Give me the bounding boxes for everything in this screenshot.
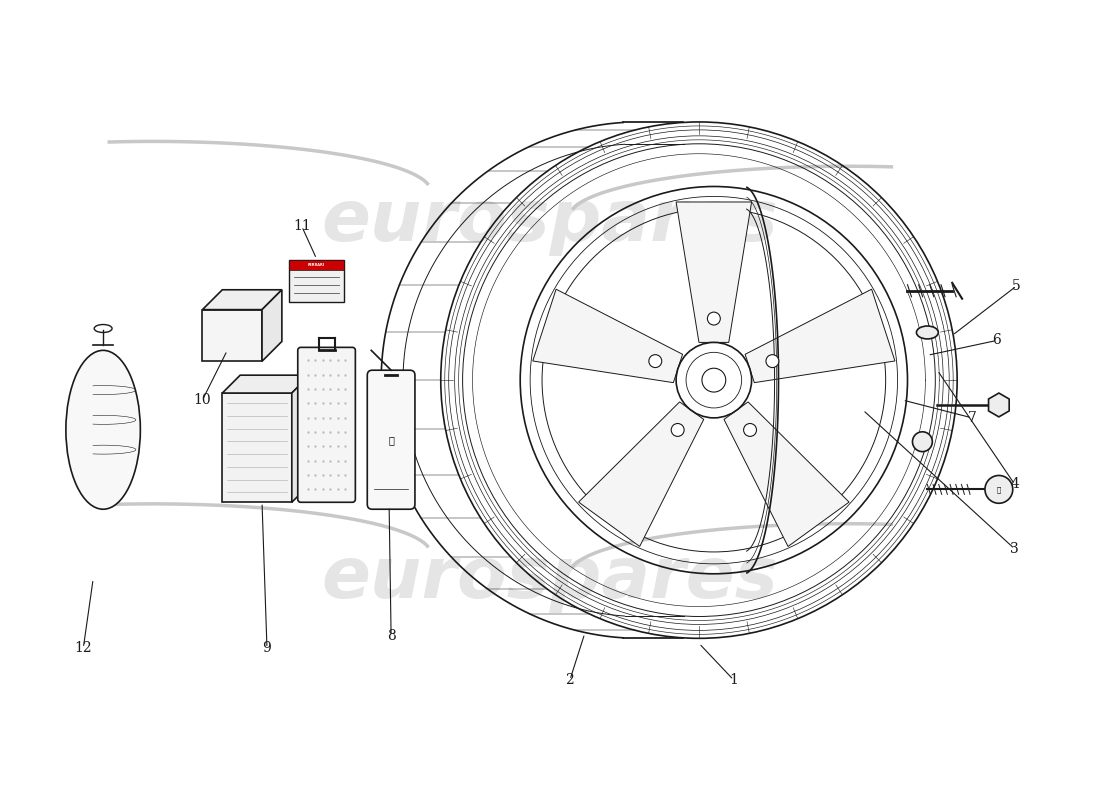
Polygon shape [579, 402, 704, 546]
Circle shape [671, 423, 684, 437]
Text: 12: 12 [75, 642, 92, 655]
Text: 3: 3 [1011, 542, 1019, 556]
FancyBboxPatch shape [367, 370, 415, 510]
Circle shape [744, 423, 757, 437]
Circle shape [766, 354, 779, 367]
Text: 4: 4 [1010, 478, 1020, 491]
FancyBboxPatch shape [202, 310, 262, 362]
Ellipse shape [916, 326, 938, 339]
Polygon shape [724, 402, 849, 546]
Text: 8: 8 [387, 630, 396, 643]
Polygon shape [676, 202, 751, 342]
Circle shape [649, 354, 662, 367]
Polygon shape [262, 290, 282, 362]
Text: 🐴: 🐴 [997, 486, 1001, 493]
Text: 10: 10 [194, 393, 211, 407]
Text: FERRARI: FERRARI [308, 263, 326, 267]
Text: 5: 5 [1012, 278, 1021, 293]
FancyBboxPatch shape [289, 260, 344, 302]
Text: 11: 11 [293, 219, 310, 234]
Text: eurospares: eurospares [321, 544, 779, 614]
FancyBboxPatch shape [298, 347, 355, 502]
FancyBboxPatch shape [289, 260, 344, 270]
Circle shape [984, 475, 1013, 503]
Polygon shape [292, 375, 310, 502]
Text: eurospares: eurospares [321, 186, 779, 256]
Circle shape [913, 432, 933, 452]
Circle shape [707, 312, 721, 325]
FancyBboxPatch shape [222, 393, 292, 502]
Text: 2: 2 [565, 673, 574, 687]
Polygon shape [202, 290, 282, 310]
Text: 9: 9 [263, 642, 272, 655]
Text: 6: 6 [992, 334, 1001, 347]
Text: 7: 7 [968, 411, 977, 425]
Ellipse shape [66, 350, 141, 510]
Text: 🐴: 🐴 [388, 434, 394, 445]
Polygon shape [222, 375, 310, 393]
Polygon shape [532, 289, 683, 382]
Polygon shape [989, 393, 1009, 417]
Text: 1: 1 [729, 673, 738, 687]
Polygon shape [745, 289, 895, 382]
